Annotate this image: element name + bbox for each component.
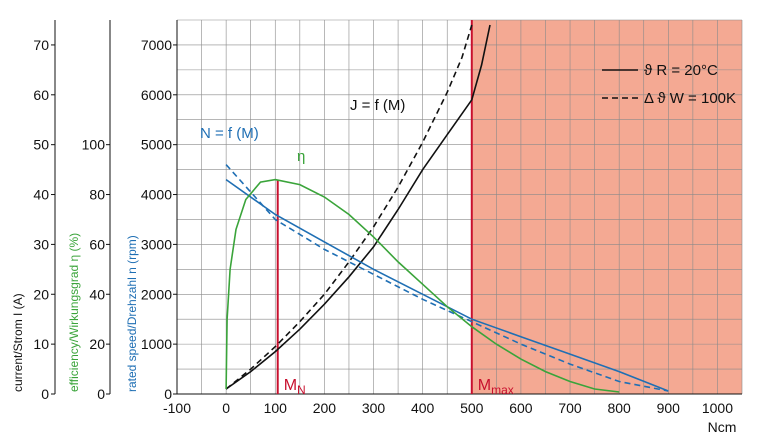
x-tick-label: 200: [313, 400, 337, 416]
current-tick-label: 60: [33, 87, 49, 103]
current-axis-title: current/Strom I (A): [11, 293, 25, 392]
x-tick-label: 500: [460, 400, 484, 416]
speed-axis-title: rated speed/Drehzahl n (rpm): [125, 235, 139, 392]
efficiency-axis-title: efficiency/Wirkungsgrad η (%): [67, 233, 81, 392]
current-tick-label: 10: [33, 336, 49, 352]
current-tick-label: 50: [33, 137, 49, 153]
current-tick-label: 40: [33, 187, 49, 203]
legend-label-dashed: Δ ϑ W = 100K: [644, 90, 736, 107]
marker-label-max: Mmax: [478, 377, 514, 397]
efficiency-curve-label: η: [297, 148, 305, 165]
speed-tick-label: 6000: [141, 87, 172, 103]
efficiency-tick-label: 0: [97, 386, 105, 402]
plot-background: [177, 20, 742, 394]
speed-tick-label: 1000: [141, 336, 172, 352]
speed-tick-label: 2000: [141, 286, 172, 302]
x-tick-label: 1000: [702, 400, 733, 416]
speed-tick-label: 7000: [141, 37, 172, 53]
x-tick-label: -100: [163, 400, 191, 416]
axes: -100 0 100 200 300 400 500 600 700 800 900 1000Ncm0…: [11, 20, 742, 435]
series-line-current-dashed: [225, 24, 473, 390]
current-tick-label: 70: [33, 37, 49, 53]
x-tick-label: 900: [657, 400, 681, 416]
x-tick-label: 700: [558, 400, 582, 416]
legend-label-solid: ϑ R = 20°C: [644, 62, 718, 79]
speed-curve-label: N = f (M): [200, 125, 259, 142]
marker-letter: M: [478, 377, 491, 394]
x-tick-label: 300: [362, 400, 386, 416]
efficiency-tick-label: 40: [89, 286, 105, 302]
efficiency-tick-label: 100: [82, 137, 106, 153]
marker-subscript: max: [491, 383, 514, 397]
marker-subscript: N: [297, 383, 306, 397]
speed-tick-label: 5000: [141, 137, 172, 153]
x-tick-label: 800: [607, 400, 631, 416]
speed-tick-label: 3000: [141, 236, 172, 252]
current-tick-label: 0: [41, 386, 49, 402]
speed-tick-label: 4000: [141, 187, 172, 203]
efficiency-tick-label: 80: [89, 187, 105, 203]
efficiency-tick-label: 60: [89, 236, 105, 252]
x-axis-title: Ncm: [708, 419, 737, 435]
x-tick-label: 400: [411, 400, 435, 416]
legend: ϑ R = 20°C Δ ϑ W = 100K: [602, 62, 736, 107]
marker-letter: M: [284, 377, 297, 394]
chart-labels: J = f (M) N = f (M) η: [200, 97, 405, 165]
efficiency-tick-label: 20: [89, 336, 105, 352]
marker-label-N: MN: [284, 377, 306, 397]
x-tick-label: 0: [222, 400, 230, 416]
x-tick-label: 600: [509, 400, 533, 416]
current-tick-label: 20: [33, 286, 49, 302]
series-lines: [225, 24, 669, 393]
speed-tick-label: 0: [164, 386, 172, 402]
current-curve-label: J = f (M): [350, 97, 405, 114]
overload-region: [471, 20, 742, 394]
series-line-current-solid: [225, 24, 491, 390]
series-line-efficiency-solid: [225, 178, 620, 393]
series-line-speed-dashed: [225, 164, 669, 392]
current-tick-label: 30: [33, 236, 49, 252]
x-tick-label: 100: [264, 400, 288, 416]
